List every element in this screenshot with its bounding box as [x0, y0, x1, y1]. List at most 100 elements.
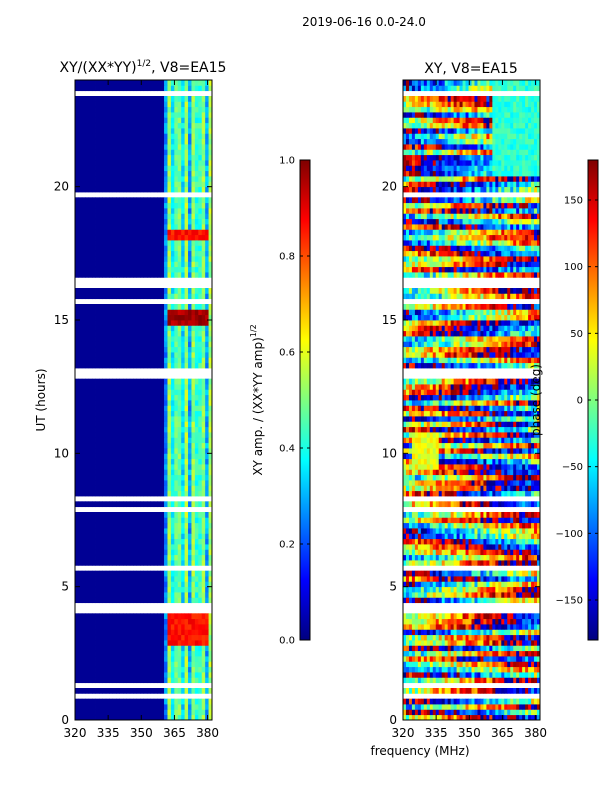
heatmap-cell	[426, 688, 431, 694]
heatmap-cell	[164, 250, 168, 257]
heatmap-cell	[194, 106, 199, 113]
heatmap-cell	[92, 314, 96, 321]
heatmap-cell	[126, 661, 131, 668]
heatmap-cell	[81, 176, 86, 182]
heatmap-cell	[167, 522, 172, 529]
heatmap-cell	[75, 218, 79, 225]
heatmap-cell	[191, 304, 196, 310]
heatmap-cell	[112, 341, 117, 348]
heatmap-cell	[198, 213, 203, 220]
heatmap-cell	[133, 224, 138, 230]
heatmap-cell	[194, 426, 199, 433]
heatmap-cell	[188, 432, 192, 438]
heatmap-cell	[177, 698, 182, 705]
heatmap-cell	[441, 650, 446, 657]
heatmap-cell	[81, 272, 86, 278]
heatmap-cell	[531, 634, 535, 641]
heatmap-cell	[122, 378, 127, 385]
heatmap-cell	[126, 698, 131, 705]
heatmap-cell	[170, 106, 175, 113]
heatmap-cell	[136, 245, 141, 252]
heatmap-cell	[184, 336, 189, 342]
heatmap-cell	[164, 416, 168, 422]
heatmap-cell	[170, 389, 175, 396]
heatmap-cell	[140, 544, 144, 550]
heatmap-cell	[160, 624, 165, 630]
heatmap-cell	[201, 266, 206, 273]
heatmap-cell	[205, 528, 209, 534]
heatmap-cell	[157, 538, 162, 545]
heatmap-cell	[157, 554, 162, 561]
heatmap-cell	[174, 261, 179, 268]
heatmap-cell	[164, 346, 168, 353]
heatmap-cell	[170, 181, 175, 188]
heatmap-cell	[150, 181, 155, 188]
heatmap-cell	[122, 410, 127, 417]
heatmap-cell	[126, 325, 131, 332]
heatmap-cell	[85, 400, 90, 406]
heatmap-cell	[184, 469, 189, 476]
heatmap-cell	[88, 432, 93, 438]
heatmap-cell	[88, 245, 93, 252]
heatmap-cell	[112, 272, 117, 278]
heatmap-cell	[150, 261, 155, 268]
heatmap-cell	[153, 512, 158, 518]
heatmap-cell	[119, 581, 124, 588]
heatmap-cell	[513, 666, 517, 673]
heatmap-cell	[136, 389, 141, 396]
heatmap-cell	[208, 421, 212, 428]
heatmap-cell	[140, 426, 144, 433]
heatmap-cell	[170, 133, 175, 140]
heatmap-cell	[414, 672, 419, 678]
heatmap-cell	[170, 256, 175, 262]
heatmap-cell	[462, 640, 466, 646]
heatmap-cell	[188, 218, 192, 225]
heatmap-cell	[116, 96, 120, 102]
heatmap-cell	[78, 80, 83, 86]
heatmap-cell	[188, 656, 192, 662]
heatmap-cell	[98, 224, 103, 230]
heatmap-cell	[184, 117, 189, 124]
heatmap-cell	[92, 341, 96, 348]
heatmap-cell	[136, 266, 141, 273]
heatmap-cell	[153, 293, 158, 300]
heatmap-cell	[198, 560, 203, 566]
heatmap-cell	[453, 688, 458, 694]
heatmap-cell	[126, 165, 131, 172]
heatmap-cell	[498, 661, 502, 668]
heatmap-cell	[177, 325, 182, 332]
heatmap-cell	[75, 645, 79, 652]
heatmap-cell	[85, 149, 90, 156]
heatmap-cell	[170, 554, 175, 561]
heatmap-cell	[95, 149, 100, 156]
heatmap-cell	[150, 704, 155, 710]
heatmap-cell	[153, 144, 158, 150]
heatmap-cell	[143, 560, 148, 566]
heatmap-cell	[177, 149, 182, 156]
heatmap-cell	[88, 384, 93, 390]
heatmap-cell	[119, 144, 124, 150]
heatmap-cell	[116, 480, 120, 486]
heatmap-cell	[105, 661, 110, 668]
heatmap-cell	[75, 357, 79, 364]
heatmap-cell	[181, 80, 185, 86]
heatmap-cell	[150, 202, 155, 209]
heatmap-cell	[184, 554, 189, 561]
heatmap-cell	[75, 154, 79, 161]
heatmap-cell	[208, 106, 212, 113]
heatmap-cell	[126, 186, 131, 193]
heatmap-cell	[105, 650, 110, 657]
heatmap-cell	[205, 138, 209, 145]
heatmap-cell	[98, 645, 103, 652]
heatmap-cell	[119, 229, 124, 236]
heatmap-cell	[411, 666, 416, 673]
heatmap-cell	[75, 320, 79, 326]
heatmap-cell	[102, 272, 107, 278]
heatmap-cell	[95, 330, 100, 337]
heatmap-cell	[133, 170, 138, 177]
heatmap-cell	[486, 640, 490, 646]
heatmap-cell	[112, 490, 117, 497]
heatmap-cell	[519, 661, 523, 668]
heatmap-cell	[122, 432, 127, 438]
heatmap-cell	[188, 581, 192, 588]
